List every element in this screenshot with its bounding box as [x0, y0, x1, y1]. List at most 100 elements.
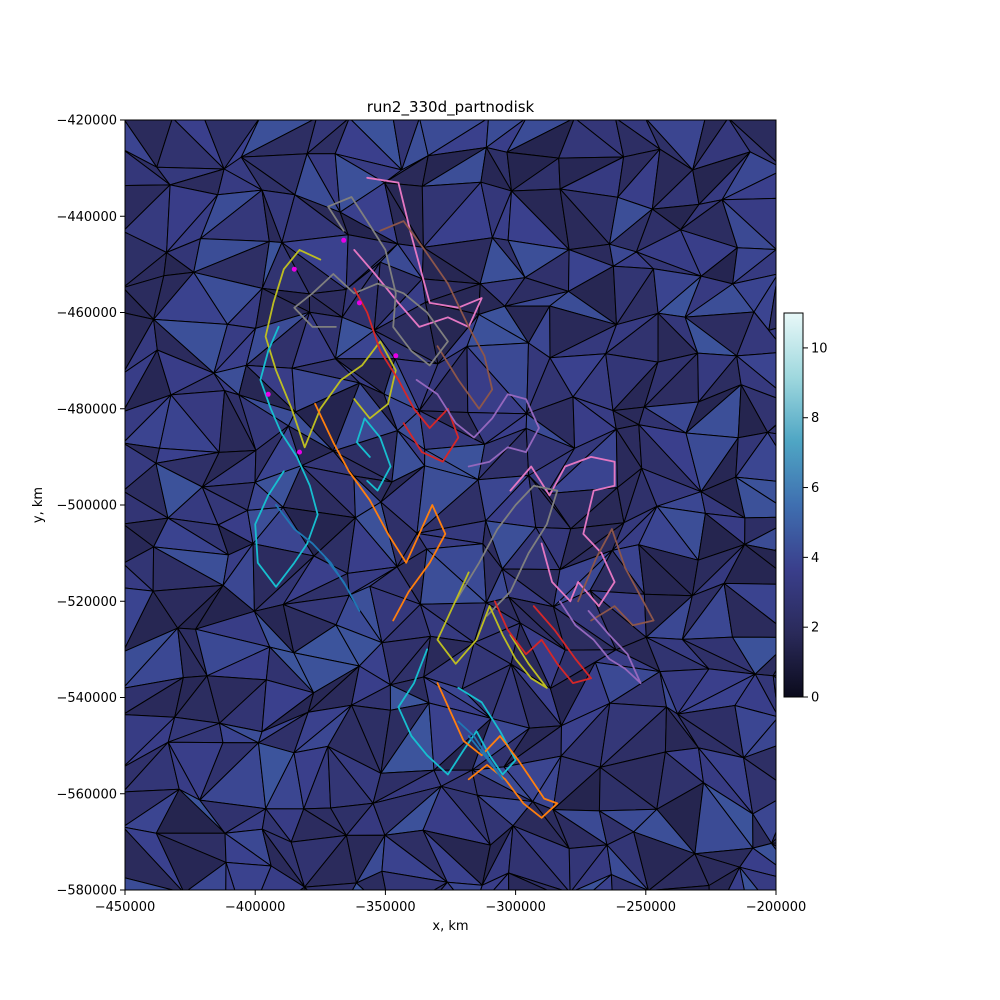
mesh-triangle: [223, 931, 241, 958]
mesh-triangle: [771, 842, 776, 847]
trajectory-line: [577, 528, 655, 627]
mesh-triangle: [739, 866, 776, 890]
mesh-triangle: [800, 442, 827, 484]
y-tick-label: −500000: [56, 499, 117, 514]
mesh-triangle: [314, 921, 335, 958]
mesh-triangle: [781, 169, 827, 203]
mesh-triangle: [564, 929, 623, 958]
mesh-triangle: [480, 872, 510, 890]
mesh-triangle: [614, 929, 665, 958]
trajectory-line: [493, 600, 592, 684]
mesh-triangle: [775, 249, 776, 253]
mesh-triangle: [225, 861, 236, 890]
trajectory-line: [397, 648, 517, 776]
mesh-triangle: [708, 866, 741, 890]
mesh-triangle: [784, 118, 827, 169]
x-tick-label: −450000: [95, 900, 156, 915]
trajectory-line: [415, 378, 540, 468]
mesh-triangle: [509, 919, 565, 958]
colorbar-tick-label: 0: [811, 691, 819, 706]
mesh-triangle: [767, 431, 776, 447]
x-tick-label: −200000: [746, 900, 807, 915]
mesh-triangle: [304, 882, 357, 890]
mesh-triangle: [775, 249, 776, 250]
mesh-triangle: [187, 861, 227, 890]
colorbar-gradient: [783, 312, 804, 698]
y-axis-label: y, km: [31, 487, 46, 523]
mesh-triangle: [785, 720, 827, 752]
mesh-triangle: [164, 931, 225, 958]
x-tick-label: −300000: [485, 900, 546, 915]
mesh-triangle: [304, 886, 308, 890]
mesh-triangle: [260, 865, 306, 890]
mesh-triangle: [154, 924, 225, 958]
x-tick-label: −350000: [355, 900, 416, 915]
trajectory-line: [314, 402, 447, 622]
mesh-triangle: [649, 885, 710, 890]
mesh-triangle: [351, 882, 365, 890]
mesh-triangle: [564, 904, 613, 958]
mesh-triangle: [767, 424, 776, 435]
mesh-triangle: [440, 881, 455, 890]
colorbar-ticks: 0 2 4 6 8 10: [803, 341, 828, 706]
mesh-triangle: [592, 874, 613, 890]
mesh-triangle: [752, 842, 776, 866]
trajectory-line: [559, 600, 642, 684]
mesh-triangle: [492, 872, 510, 890]
y-tick-label: −440000: [56, 210, 117, 225]
mesh-triangle: [768, 327, 776, 341]
y-tick-label: −420000: [56, 114, 117, 129]
trajectory-line: [254, 325, 319, 588]
mesh-triangle: [473, 914, 529, 958]
mesh-triangle: [730, 912, 769, 958]
colorbar-tick-label: 10: [811, 341, 828, 356]
mesh-triangle: [665, 927, 711, 959]
mesh-triangle: [785, 743, 827, 792]
start-marker: [341, 237, 347, 243]
mesh-triangle: [226, 927, 247, 958]
mesh-triangle: [241, 927, 314, 958]
mesh-triangle: [691, 927, 730, 959]
x-axis-label: x, km: [432, 919, 468, 934]
marker-layer: [265, 237, 399, 455]
mesh-triangle: [710, 912, 749, 958]
colorbar-tick-label: 6: [811, 481, 819, 496]
mesh-triangle: [446, 881, 483, 890]
colorbar-tick-label: 2: [811, 621, 819, 636]
mesh-triangle: [637, 923, 710, 959]
mesh-triangle: [614, 923, 665, 959]
start-marker: [291, 266, 297, 272]
mesh-triangle: [334, 916, 391, 959]
trajectory-line: [275, 504, 361, 612]
y-axis-ticks: −420000 −440000 −460000 −480000 −500000 −5200…: [56, 114, 125, 899]
trajectory-line: [293, 196, 449, 367]
x-axis-ticks: −450000 −400000 −350000 −300000 −250000 −2000…: [95, 890, 807, 915]
mesh-triangle: [784, 164, 827, 203]
mesh-triangle: [125, 877, 175, 890]
mesh-triangle: [610, 874, 649, 890]
mesh-triangle: [775, 247, 776, 250]
mesh-triangle: [772, 669, 776, 677]
y-tick-label: −560000: [56, 787, 117, 802]
mesh-triangle: [749, 912, 778, 958]
chart-title: run2_330d_partnodisk: [367, 98, 535, 117]
trajectory-layer: [254, 176, 655, 819]
start-marker: [297, 449, 302, 455]
mesh-triangle: [778, 270, 827, 314]
mesh-triangle: [154, 893, 225, 931]
trajectory-line: [509, 455, 616, 607]
mesh-triangle: [308, 904, 335, 958]
mesh-triangle: [391, 916, 417, 959]
colorbar: 0 2 4 6 8 10: [783, 312, 828, 706]
trajectory-line: [379, 220, 494, 410]
trajectory-line: [436, 682, 559, 819]
mesh-triangle: [792, 752, 827, 791]
y-tick-label: −460000: [56, 306, 117, 321]
y-tick-label: −540000: [56, 691, 117, 706]
trajectory-line: [353, 176, 483, 328]
start-marker: [356, 300, 362, 306]
colorbar-tick-label: 4: [811, 551, 819, 566]
trajectory-line: [264, 248, 397, 449]
colorbar-tick-label: 8: [811, 411, 819, 426]
mesh-triangle: [768, 914, 827, 958]
